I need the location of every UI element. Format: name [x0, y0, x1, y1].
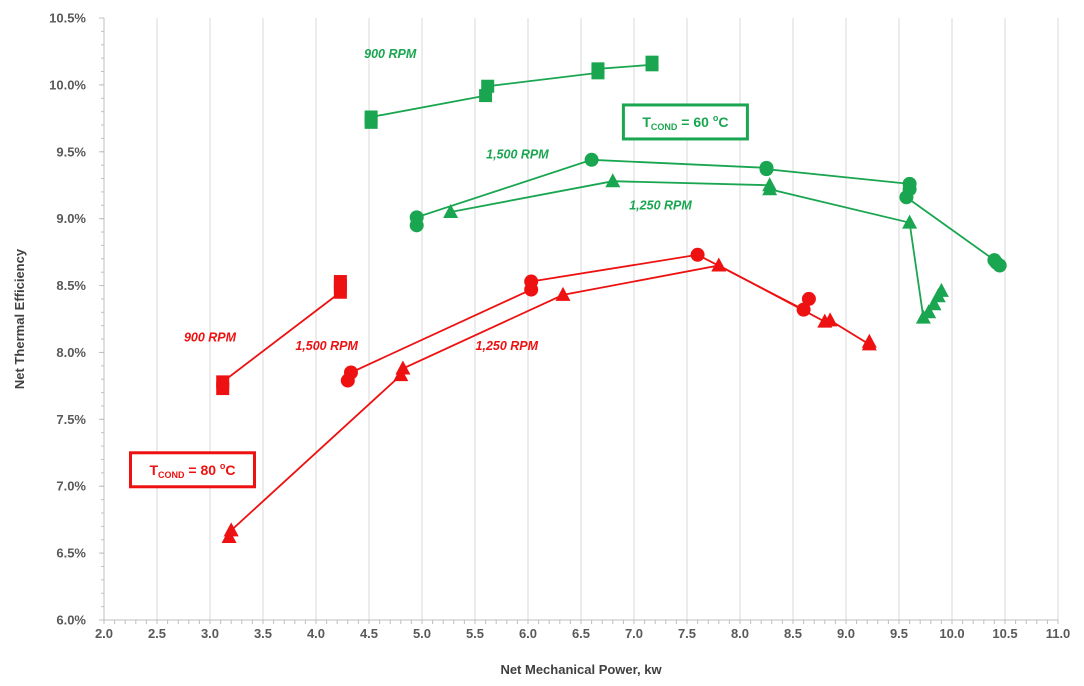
- square-marker: [645, 55, 659, 69]
- condition-box-tcond-60: TCOND = 60 oC: [621, 103, 749, 141]
- square-marker: [481, 79, 495, 93]
- y-tick-label: 7.0%: [56, 479, 86, 494]
- condition-box-text-part: COND: [651, 122, 678, 132]
- condition-box-text-part: C: [225, 462, 235, 478]
- x-tick-label: 5.5: [466, 626, 484, 641]
- condition-box-text-part: o: [713, 113, 719, 123]
- condition-box-label: TCOND = 80 oC: [149, 461, 235, 480]
- axes: 2.0 2.5 3.0 3.5 4.0 4.5 5.0 5.5 6.0 6.5 7.0 7.5 8.0 8…: [49, 11, 1070, 642]
- square-marker: [333, 275, 347, 289]
- condition-box-text-part: o: [220, 461, 226, 471]
- triangle-marker: [902, 214, 918, 229]
- triangle-marker: [926, 296, 942, 311]
- series-80C-1500rpm: [340, 247, 816, 388]
- series-60C-1250rpm: [443, 173, 949, 324]
- y-tick-label: 10.0%: [49, 77, 86, 92]
- square-marker: [591, 62, 605, 76]
- triangle-marker: [395, 360, 411, 375]
- series-line: [228, 264, 871, 538]
- series-label: 1,500 RPM: [295, 339, 358, 353]
- series-60C-1500rpm: [409, 152, 1007, 273]
- x-tick-label: 9.5: [890, 626, 908, 641]
- y-tick-label: 6.0%: [56, 613, 86, 628]
- x-tick-label: 2.5: [148, 626, 166, 641]
- y-tick-label: 9.0%: [56, 211, 86, 226]
- x-tick-label: 2.0: [95, 626, 113, 641]
- x-tick-label: 7.0: [625, 626, 643, 641]
- circle-marker: [759, 162, 774, 177]
- triangle-marker: [861, 333, 877, 348]
- y-tick-label: 8.0%: [56, 345, 86, 360]
- x-tick-label: 8.5: [784, 626, 802, 641]
- circle-marker: [801, 291, 816, 306]
- x-tick-label: 9.0: [837, 626, 855, 641]
- condition-box-text-part: T: [642, 114, 651, 130]
- series-line: [221, 281, 342, 389]
- series-line: [370, 62, 653, 123]
- circle-marker: [992, 258, 1007, 273]
- condition-box-text-part: = 60: [677, 114, 712, 130]
- circle-marker: [899, 190, 914, 205]
- series-label: 1,250 RPM: [629, 198, 692, 212]
- x-tick-label: 10.5: [992, 626, 1017, 641]
- condition-box-label: TCOND = 60 oC: [642, 113, 728, 132]
- series-80C-1250rpm: [221, 257, 877, 544]
- x-tick-label: 4.5: [360, 626, 378, 641]
- condition-box-text-part: T: [149, 462, 158, 478]
- triangle-marker: [605, 173, 621, 188]
- triangle-marker: [933, 282, 949, 297]
- x-tick-label: 8.0: [731, 626, 749, 641]
- gridlines: [103, 18, 1059, 620]
- series-line: [415, 158, 1001, 267]
- triangle-marker: [555, 286, 571, 301]
- condition-box-frame: [621, 103, 749, 141]
- y-tick-label: 8.5%: [56, 278, 86, 293]
- y-tick-label: 6.5%: [56, 546, 86, 561]
- series-label: 1,250 RPM: [476, 339, 539, 353]
- x-tick-label: 10.0: [939, 626, 964, 641]
- y-axis-title: Net Thermal Efficiency: [12, 248, 27, 389]
- x-tick-label: 6.5: [572, 626, 590, 641]
- square-marker: [216, 375, 230, 389]
- y-tick-label: 9.5%: [56, 144, 86, 159]
- y-tick-label: 10.5%: [49, 11, 86, 26]
- x-axis-title: Net Mechanical Power, kw: [500, 662, 662, 677]
- condition-box-text-part: C: [718, 114, 728, 130]
- circle-marker: [343, 365, 358, 380]
- triangle-marker: [223, 522, 239, 537]
- triangle-marker: [711, 257, 727, 272]
- series-layer: [216, 55, 1007, 544]
- circle-marker: [409, 210, 424, 225]
- annotations: 900 RPM 1,500 RPM 1,250 RPM 900 RPM 1,500 RP…: [129, 47, 749, 489]
- x-tick-label: 3.0: [201, 626, 219, 641]
- x-tick-label: 11.0: [1046, 626, 1071, 641]
- x-tick-label: 7.5: [678, 626, 696, 641]
- x-tick-label: 3.5: [254, 626, 272, 641]
- condition-box-text-part: COND: [158, 470, 185, 480]
- circle-marker: [690, 247, 705, 262]
- condition-box-tcond-80: TCOND = 80 oC: [129, 451, 256, 489]
- circle-marker: [524, 274, 539, 289]
- circle-marker: [584, 152, 599, 167]
- x-tick-label: 5.0: [413, 626, 431, 641]
- condition-box-text-part: = 80: [185, 462, 220, 478]
- series-80C-900rpm: [216, 275, 347, 396]
- series-label: 1,500 RPM: [486, 147, 549, 161]
- series-label: 900 RPM: [184, 331, 237, 345]
- series-label: 900 RPM: [364, 47, 417, 61]
- square-marker: [364, 110, 378, 124]
- y-tick-label: 7.5%: [56, 412, 86, 427]
- condition-box-frame: [129, 451, 256, 489]
- x-tick-label: 4.0: [307, 626, 325, 641]
- triangle-marker: [762, 181, 778, 196]
- triangle-marker: [921, 304, 937, 319]
- x-tick-label: 6.0: [519, 626, 537, 641]
- triangle-marker: [443, 203, 459, 218]
- triangle-marker: [822, 312, 838, 327]
- series-60C-900rpm: [364, 55, 659, 129]
